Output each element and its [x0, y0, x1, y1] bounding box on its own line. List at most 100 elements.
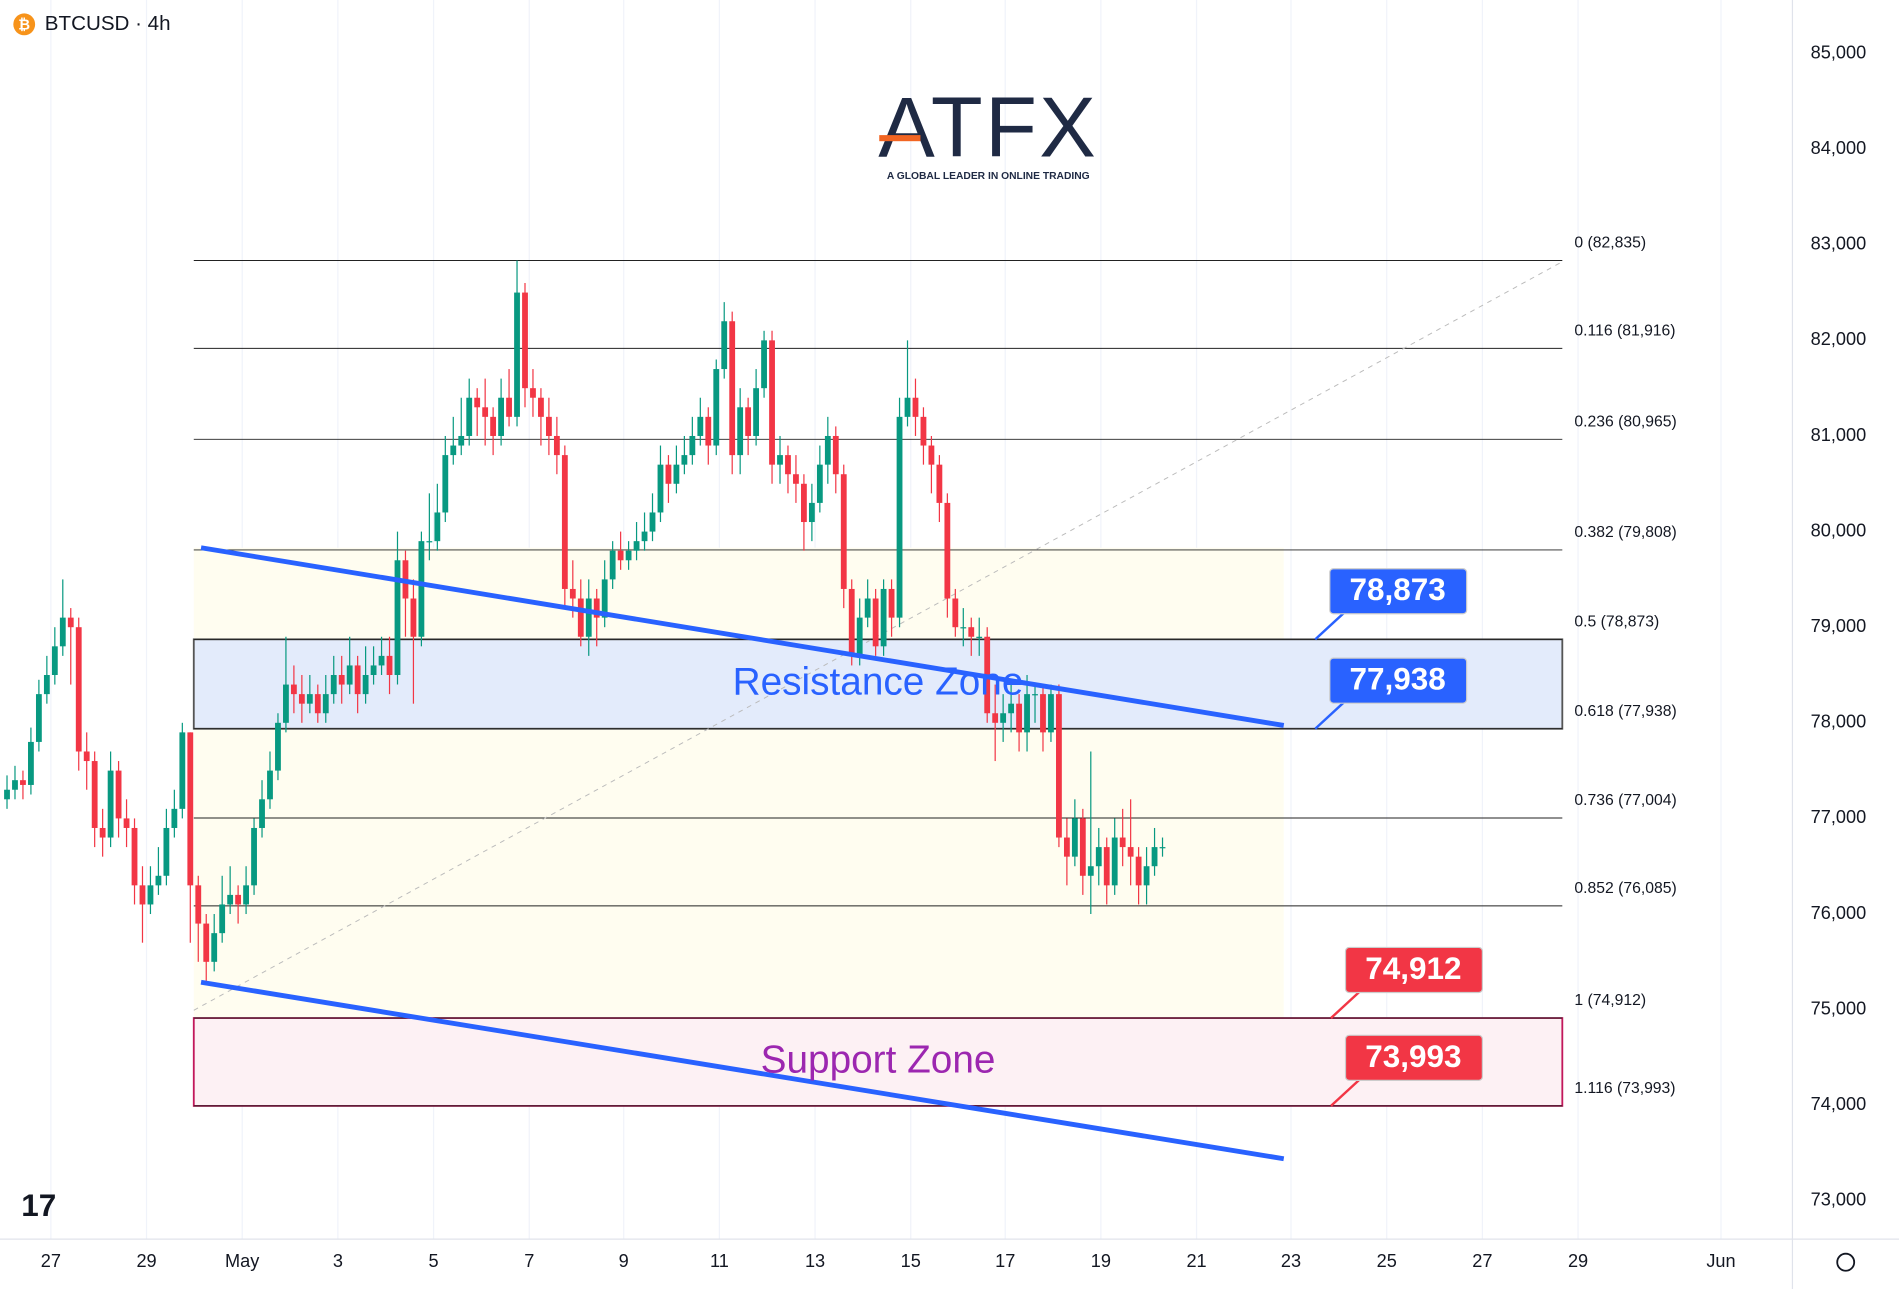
x-tick-label: 29 — [1568, 1251, 1588, 1271]
y-tick-label: 75,000 — [1811, 998, 1867, 1018]
candle-body — [91, 761, 98, 828]
candle-body — [1032, 694, 1038, 696]
candle-body — [864, 598, 871, 618]
candle-body — [665, 464, 672, 484]
candle-body — [968, 627, 975, 637]
candle-body — [1103, 847, 1110, 886]
logo-tagline: A GLOBAL LEADER IN ONLINE TRADING — [887, 171, 1090, 182]
candle-body — [1159, 847, 1166, 849]
candle-body — [1048, 694, 1054, 733]
zone-label: Support Zone — [761, 1038, 996, 1081]
candle-body — [745, 407, 752, 436]
candle-body — [1071, 818, 1078, 857]
symbol-icon-glyph: ₿ — [18, 17, 30, 33]
candle-body — [59, 617, 66, 647]
candle-body — [601, 579, 608, 618]
y-tick-label: 84,000 — [1811, 138, 1867, 158]
settings-icon[interactable] — [1836, 1252, 1856, 1272]
candle-body — [657, 464, 664, 513]
candle-body — [219, 904, 226, 934]
callout-pointer — [1330, 1078, 1361, 1107]
candle-body — [434, 512, 441, 542]
candle-body — [673, 464, 680, 484]
x-tick-label: 25 — [1377, 1251, 1397, 1271]
x-tick-label: May — [225, 1251, 260, 1271]
candle-body — [259, 799, 265, 828]
candle-body — [442, 455, 449, 513]
candle-body — [506, 397, 512, 417]
candle-body — [641, 531, 648, 542]
candle-body — [1135, 856, 1142, 886]
candle-body — [1151, 847, 1158, 867]
candle-body — [1024, 694, 1030, 733]
callout-label: 77,938 — [1349, 661, 1445, 697]
candle-body — [561, 455, 568, 589]
candle-body — [410, 598, 417, 637]
candle-body — [283, 684, 289, 723]
candle-body — [1127, 847, 1134, 857]
zone-label: Resistance Zone — [733, 660, 1024, 703]
candle-body — [545, 416, 552, 436]
candle-body — [338, 675, 345, 685]
callout-label: 74,912 — [1365, 950, 1461, 986]
x-tick-label: 5 — [429, 1251, 439, 1271]
symbol-icon — [13, 13, 36, 36]
symbol-title[interactable]: BTCUSD · 4h — [45, 12, 171, 35]
candle-body — [67, 617, 74, 628]
candle-body — [306, 694, 313, 704]
candle-body — [801, 483, 807, 523]
candle-body — [251, 827, 257, 886]
x-tick-label: 11 — [710, 1251, 729, 1271]
y-tick-label: 80,000 — [1811, 520, 1867, 540]
candle-body — [298, 694, 305, 704]
candle-body — [482, 407, 489, 417]
x-tick-label: 23 — [1281, 1251, 1301, 1271]
candle-body — [43, 675, 50, 695]
axes: 73,000 74,000 75,000 76,000 77,000 78,000 79,0… — [41, 42, 1866, 1271]
candle-body — [785, 455, 791, 475]
candle-body — [538, 397, 544, 417]
candle-body — [944, 502, 951, 599]
candle-body — [354, 665, 361, 695]
y-tick-label: 79,000 — [1811, 616, 1867, 636]
candle-body — [131, 827, 138, 886]
candle-body — [35, 694, 42, 742]
x-tick-label: 9 — [619, 1251, 629, 1271]
candle-body — [1056, 694, 1062, 838]
candle-body — [490, 416, 497, 436]
x-tick-label: 3 — [333, 1251, 343, 1271]
candle-body — [1143, 866, 1150, 886]
candle-body — [960, 627, 967, 629]
candle-body — [530, 388, 536, 398]
candle-body — [553, 435, 560, 456]
candle-body — [1119, 837, 1126, 848]
y-tick-label: 76,000 — [1811, 903, 1867, 923]
candle-body — [912, 397, 919, 417]
callout-box — [1329, 568, 1468, 615]
callouts: 78,873 77,938 74,912 73,993 — [1314, 568, 1483, 1107]
fib-label: 0.116 (81,916) — [1574, 323, 1675, 340]
y-tick-label: 83,000 — [1811, 234, 1867, 254]
candle-body — [211, 933, 218, 962]
candle-body — [617, 550, 624, 561]
candle-body — [593, 598, 600, 618]
candle-body — [936, 464, 943, 503]
candle-body — [474, 397, 481, 408]
candle-body — [203, 923, 210, 962]
candle-body — [1008, 703, 1015, 714]
candle-body — [290, 684, 297, 695]
candle-body — [761, 340, 767, 389]
candle-body — [426, 541, 433, 543]
tv-logo[interactable]: 17 — [21, 1187, 56, 1223]
candle-body — [808, 502, 815, 523]
zone-labels: Resistance Zone Support Zone — [733, 660, 1024, 1081]
trend-line-upper — [200, 545, 1285, 728]
callout-pointer — [1314, 611, 1346, 641]
x-tick-label: 27 — [41, 1251, 61, 1271]
x-tick-label: 17 — [995, 1251, 1015, 1271]
callout-box — [1329, 657, 1468, 704]
x-tick-label: 19 — [1091, 1251, 1111, 1271]
y-tick-label: 85,000 — [1811, 42, 1867, 62]
